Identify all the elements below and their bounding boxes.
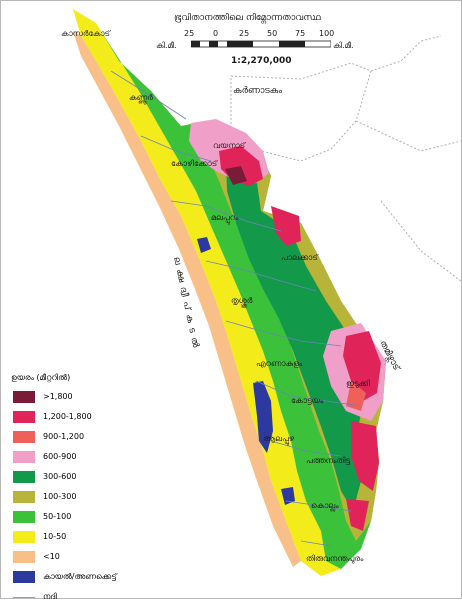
legend-label: നദി — [43, 592, 57, 601]
region-label-karnataka: കർണാടകം — [233, 86, 283, 96]
kerala-pathanamthitta-high — [351, 421, 379, 491]
legend-label: 50-100 — [43, 512, 72, 521]
legend-swatch — [13, 531, 35, 543]
legend-label: <10 — [43, 552, 60, 561]
district-label: കണ്ണൂർ — [129, 93, 153, 102]
legend-label: കായൽ/അണക്കെട്ട് — [43, 572, 117, 581]
legend-item: 600-900 — [9, 451, 169, 465]
legend-item-river: നദി — [9, 591, 169, 605]
legend-swatch — [13, 551, 35, 563]
legend-item: 10-50 — [9, 531, 169, 545]
legend-title: ഉയരം (മീറ്ററിൽ) — [11, 373, 71, 382]
district-label: പാലക്കാട് — [281, 253, 318, 262]
scale-unit-left: കി.മീ. — [156, 41, 177, 50]
state-border-karnataka — [230, 62, 372, 162]
kerala-south-high — [346, 499, 369, 531]
legend-item: 100-300 — [9, 491, 169, 505]
legend-swatch — [13, 411, 35, 423]
scale-ratio: 1:2,270,000 — [231, 56, 292, 66]
kerala-idukki-900-1200 — [346, 381, 366, 411]
legend-swatch — [13, 491, 35, 503]
scale-bar — [191, 40, 331, 48]
kerala-midland — [96, 23, 386, 569]
district-label: തൃശ്ശൂർ — [231, 296, 253, 305]
district-label: ഇടുക്കി — [346, 379, 370, 388]
scale-tick: 100 — [319, 29, 335, 38]
legend-swatch — [13, 511, 35, 523]
legend-item: <10 — [9, 551, 169, 565]
kerala-wayanad-peak — [225, 166, 247, 185]
legend-label: 900-1,200 — [43, 432, 85, 441]
legend-swatch — [13, 571, 35, 583]
legend-label: 100-300 — [43, 492, 77, 501]
lake-vembanad — [253, 381, 273, 453]
district-label: കോട്ടയം — [291, 396, 324, 405]
legend-label: >1,800 — [43, 392, 73, 401]
map-title: ഭൂവിതാനത്തിലെ നിമ്നോന്നതാവസ്ഥ — [174, 13, 321, 23]
kerala-low-coast — [73, 31, 301, 567]
legend-item: 300-600 — [9, 471, 169, 485]
legend-label: 300-600 — [43, 472, 77, 481]
kerala-palakkad-ridge — [271, 206, 301, 246]
scale-tick: 50 — [267, 29, 278, 38]
district-label: തിരുവനന്തപുരം — [306, 554, 364, 563]
kerala-300-600 — [226, 161, 366, 511]
legend-label: 10-50 — [43, 532, 67, 541]
scale-unit-right: കി.മീ. — [333, 41, 354, 50]
district-label: കൊല്ലം — [311, 501, 339, 510]
scale-tick: 75 — [295, 29, 306, 38]
district-label: കോഴിക്കോട് — [171, 159, 218, 168]
state-border-east — [355, 35, 461, 282]
district-label: ആലപ്പുഴ — [263, 434, 294, 443]
scale-tick: 0 — [213, 29, 219, 38]
scale-tick: 25 — [239, 29, 250, 38]
legend-swatch — [13, 471, 35, 483]
legend-label: 600-900 — [43, 452, 77, 461]
district-label: കാസർകോട് — [61, 29, 110, 38]
district-label: പത്തനംതിട്ട — [306, 456, 351, 465]
district-label: മലപ്പുറം — [211, 213, 239, 222]
district-label: വയനാട് — [213, 141, 246, 150]
legend-item: 1,200-1,800 — [9, 411, 169, 425]
lake-north — [197, 237, 211, 253]
legend-label: 1,200-1,800 — [43, 412, 92, 421]
legend-item: 900-1,200 — [9, 431, 169, 445]
river-line-icon — [13, 597, 35, 598]
rivers — [110, 70, 362, 547]
lake-south — [281, 487, 295, 505]
legend-item: കായൽ/അണക്കെട്ട് — [9, 571, 169, 585]
scale-tick: 25 — [184, 29, 195, 38]
district-label: എറണാകുളം — [256, 359, 303, 368]
legend-item: >1,800 — [9, 391, 169, 405]
legend-swatch — [13, 431, 35, 443]
legend-item: 50-100 — [9, 511, 169, 525]
legend-swatch — [13, 391, 35, 403]
legend-swatch — [13, 451, 35, 463]
